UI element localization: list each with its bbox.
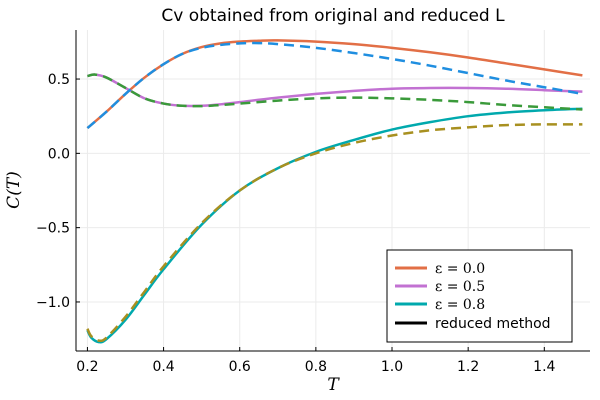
x-tick-label: 1.0	[381, 359, 403, 375]
y-tick-label: −1.0	[36, 295, 70, 311]
legend-label-eps0: ε = 0.0	[435, 261, 485, 277]
x-tick-label: 0.4	[152, 359, 174, 375]
legend-label-reduced: reduced method	[435, 316, 551, 332]
reduced-series-line-4	[87, 73, 583, 111]
x-tick-label: 1.4	[533, 359, 555, 375]
y-tick-label: 0.5	[48, 72, 70, 88]
legend-label-eps08: ε = 0.8	[435, 297, 485, 313]
series-group	[86, 39, 583, 344]
reduced-series-line-3	[86, 41, 583, 130]
y-axis-label: C(T)	[4, 171, 24, 209]
series-line-0	[86, 39, 583, 130]
x-tick-label: 0.6	[229, 359, 251, 375]
legend-box	[386, 249, 573, 343]
x-tick-label: 0.8	[305, 359, 327, 375]
chart-title: Cv obtained from original and reduced L	[161, 6, 505, 26]
legend-label-eps05: ε = 0.5	[435, 279, 485, 295]
y-tick-label: 0.0	[48, 146, 70, 162]
x-tick-label: 1.2	[457, 359, 479, 375]
x-tick-label: 0.2	[76, 359, 98, 375]
legend: ε = 0.0 ε = 0.5 ε = 0.8 reduced method	[386, 249, 573, 343]
reduced-series-line-5	[86, 123, 583, 343]
ticks: 0.2 0.4 0.6 0.8 1.0 1.2 1.4 −1.0 −0.5 0.0 0.5	[36, 72, 556, 375]
x-axis-label: T	[327, 375, 340, 395]
y-tick-label: −0.5	[36, 221, 70, 237]
